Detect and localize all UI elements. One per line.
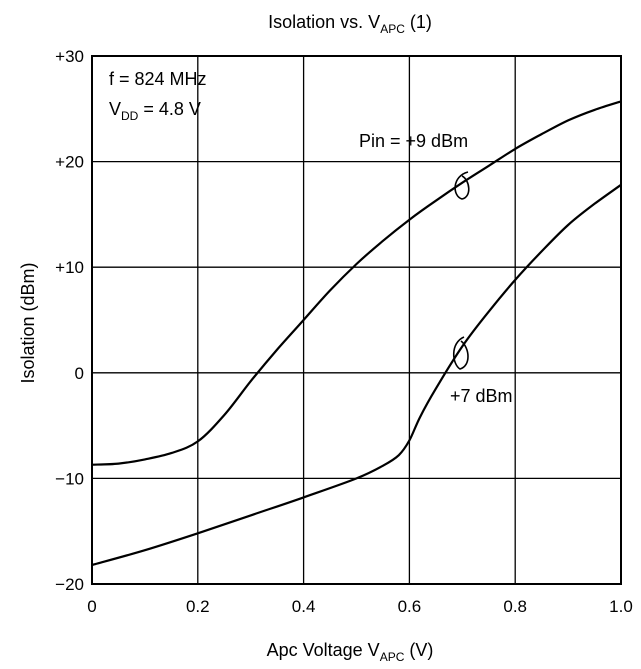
- y-tick-label: −10: [55, 469, 84, 488]
- condition-frequency: f = 824 MHz: [109, 69, 207, 89]
- y-tick-label: +20: [55, 153, 84, 172]
- x-axis-label: Apc Voltage VAPC (V): [267, 640, 434, 664]
- series-line-pin-9dbm: [91, 100, 622, 466]
- x-tick-label: 1.0: [609, 597, 633, 616]
- series-lines: [91, 100, 622, 567]
- condition-vdd: VDD = 4.8 V: [109, 99, 201, 123]
- plot-frame: [91, 55, 622, 585]
- x-tick-label: 0: [87, 597, 96, 616]
- series-label-pin-7dbm: +7 dBm: [450, 386, 513, 406]
- y-axis-ticks: −20 −10 0 +10 +20 +30: [55, 47, 84, 594]
- x-tick-label: 0.4: [292, 597, 316, 616]
- x-axis-ticks: 0 0.2 0.4 0.6 0.8 1.0: [87, 597, 633, 616]
- x-tick-label: 0.6: [398, 597, 422, 616]
- y-tick-label: +30: [55, 47, 84, 66]
- x-tick-label: 0.8: [503, 597, 527, 616]
- series-label-pin-9dbm: Pin = +9 dBm: [359, 131, 468, 151]
- series-marker-loop-7dbm: [452, 336, 469, 370]
- x-tick-label: 0.2: [186, 597, 210, 616]
- y-tick-label: 0: [75, 364, 84, 383]
- y-axis-label: Isolation (dBm): [18, 262, 38, 383]
- y-tick-label: −20: [55, 575, 84, 594]
- series-line-pin-7dbm: [91, 183, 622, 567]
- chart-title: Isolation vs. VAPC (1): [268, 12, 432, 36]
- series-marker-loop-9dbm: [454, 171, 470, 200]
- y-tick-label: +10: [55, 258, 84, 277]
